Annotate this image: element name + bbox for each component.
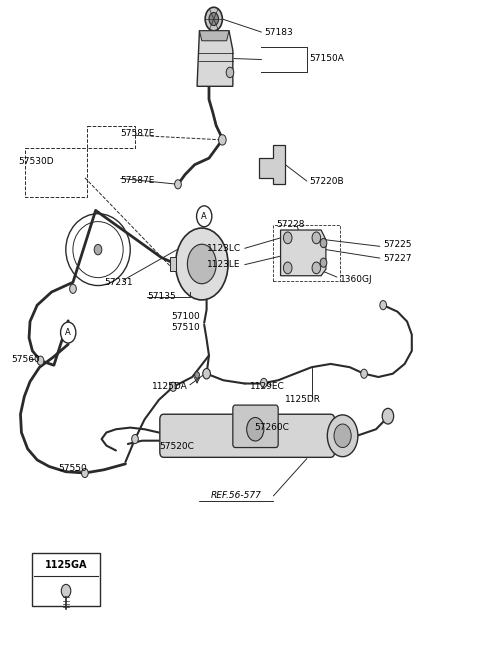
Circle shape [380,300,386,310]
Circle shape [94,245,102,255]
Text: REF.56-577: REF.56-577 [211,491,262,501]
Text: 57530D: 57530D [18,157,54,166]
Circle shape [203,369,210,379]
Circle shape [327,415,358,457]
Text: 57225: 57225 [383,240,412,249]
Circle shape [175,180,181,189]
Circle shape [312,232,321,244]
Circle shape [320,258,327,267]
Text: 1123LC: 1123LC [206,244,240,253]
Circle shape [61,584,71,598]
Text: 57587E: 57587E [120,176,155,185]
Circle shape [176,228,228,300]
Text: A: A [65,328,71,337]
Circle shape [312,262,321,274]
Text: 1123LE: 1123LE [206,260,240,269]
Circle shape [187,244,216,284]
FancyBboxPatch shape [33,553,100,605]
Text: 1125GA: 1125GA [45,560,87,571]
Circle shape [361,369,367,379]
Circle shape [218,134,226,145]
FancyBboxPatch shape [233,405,278,447]
Circle shape [37,356,44,365]
Text: 57135: 57135 [147,292,176,301]
Circle shape [334,424,351,447]
Text: 1125DR: 1125DR [285,396,321,404]
Circle shape [170,382,177,392]
Circle shape [382,408,394,424]
Circle shape [226,67,234,77]
Polygon shape [199,31,229,41]
Circle shape [261,379,267,388]
Circle shape [283,232,292,244]
Text: 57231: 57231 [104,277,132,287]
Polygon shape [281,230,326,276]
Circle shape [132,434,138,443]
Text: 1125DA: 1125DA [152,382,188,391]
Circle shape [247,417,264,441]
Text: A: A [201,212,207,221]
Polygon shape [259,145,285,184]
Circle shape [70,284,76,293]
Text: 57260C: 57260C [254,422,289,432]
Text: 57100: 57100 [171,312,200,321]
Text: 57228: 57228 [276,220,304,230]
Circle shape [82,468,88,478]
Text: 57560: 57560 [11,355,40,364]
Text: 1129EC: 1129EC [250,382,284,391]
Circle shape [283,262,292,274]
Circle shape [209,12,218,26]
Circle shape [205,7,222,31]
Text: 57150A: 57150A [309,54,344,64]
Circle shape [320,239,327,248]
Circle shape [197,206,212,227]
Circle shape [60,322,76,343]
Text: 57510: 57510 [171,323,200,332]
Text: 57227: 57227 [383,254,412,262]
Polygon shape [197,31,233,87]
Text: 1360GJ: 1360GJ [340,274,373,283]
Circle shape [195,372,199,379]
FancyBboxPatch shape [199,489,275,502]
Text: 57520C: 57520C [159,442,194,451]
Text: 57183: 57183 [264,28,293,37]
Text: 57587E: 57587E [120,129,155,138]
FancyBboxPatch shape [160,414,335,457]
Text: 57220B: 57220B [309,176,344,186]
Text: 57550: 57550 [59,464,87,473]
Polygon shape [170,257,176,270]
